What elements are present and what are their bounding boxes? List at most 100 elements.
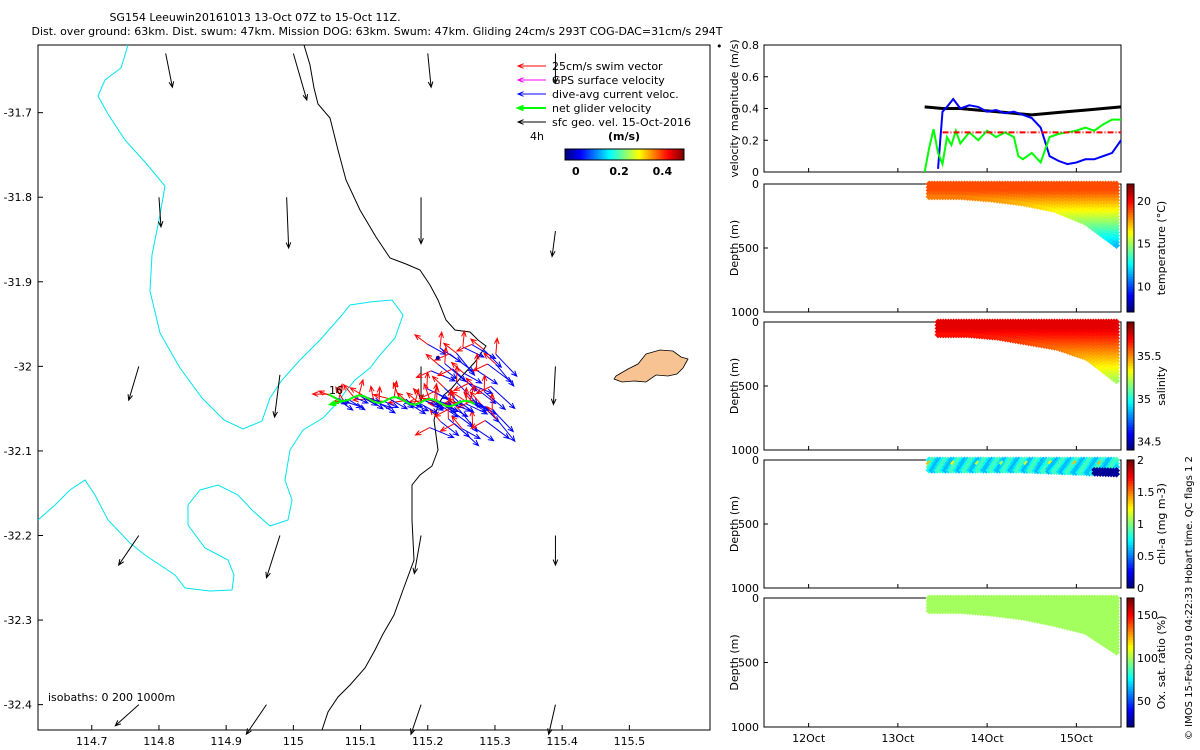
profile-colorbar-segment bbox=[1127, 388, 1134, 392]
geo-velocity-vector bbox=[157, 197, 164, 229]
profile-colorbar-segment bbox=[1127, 524, 1134, 528]
profile-colorbar-segment bbox=[1127, 360, 1134, 364]
profile-colorbar-segment bbox=[1127, 352, 1134, 356]
profile-colorbar-segment bbox=[1127, 414, 1134, 418]
profile-colorbar-tick-label: 1.5 bbox=[1137, 486, 1155, 499]
profile-colorbar-segment bbox=[1127, 276, 1134, 280]
dac-current-vector bbox=[463, 372, 483, 384]
colorbar-segment bbox=[632, 149, 635, 160]
profile-colorbar-segment bbox=[1127, 301, 1134, 305]
profile-colorbar-segment bbox=[1127, 396, 1134, 400]
swim-vector bbox=[425, 353, 439, 366]
profile-colorbar-segment bbox=[1127, 370, 1134, 374]
colorbar-segment bbox=[572, 149, 576, 160]
profile-colorbar-segment bbox=[1127, 345, 1134, 349]
profile-colorbar-segment bbox=[1127, 398, 1134, 402]
depth-tick-label: 500 bbox=[738, 518, 759, 531]
profile-colorbar-segment bbox=[1127, 299, 1134, 303]
profile-colorbar-segment bbox=[1127, 665, 1134, 669]
profile-colorbar-segment bbox=[1127, 444, 1134, 448]
profile-colorbar-segment bbox=[1127, 549, 1134, 553]
profile-colorbar-segment bbox=[1127, 488, 1134, 492]
time-tick-label: 13Oct bbox=[881, 732, 915, 745]
profile-colorbar-segment bbox=[1127, 227, 1134, 231]
depth-tick-label: 0 bbox=[752, 178, 759, 191]
profile-colorbar-segment bbox=[1127, 296, 1134, 300]
profile-colorbar-segment bbox=[1127, 677, 1134, 682]
depth-axis-label: Depth (m) bbox=[728, 634, 741, 690]
colorbar-segment bbox=[580, 149, 584, 160]
imos-watermark: © IMOS 15-Feb-2019 04:22:33 Hobart time.… bbox=[1184, 456, 1195, 740]
profile-colorbar-tick-label: 2 bbox=[1137, 454, 1144, 467]
time-scale-label: 4h bbox=[530, 130, 544, 143]
swim-vector bbox=[342, 383, 355, 398]
map-colorbar: 0 0.2 0.4 bbox=[564, 148, 685, 178]
swim-vector bbox=[406, 392, 420, 404]
profile-colorbar-segment bbox=[1127, 350, 1134, 354]
gps-marker bbox=[435, 355, 440, 360]
profile-colorbar-segment bbox=[1127, 716, 1134, 720]
legend-label: GPS surface velocity bbox=[552, 74, 665, 87]
profile-colorbar-segment bbox=[1127, 207, 1134, 211]
geo-velocity-vector bbox=[165, 53, 175, 89]
map-x-tick-label: 114.9 bbox=[210, 735, 242, 748]
profile-colorbar-segment bbox=[1127, 339, 1134, 343]
map-x-tick-label: 115.5 bbox=[614, 735, 646, 748]
swim-vector bbox=[452, 382, 469, 392]
profile-colorbar-segment bbox=[1127, 698, 1134, 702]
profile-colorbar-segment bbox=[1127, 237, 1134, 241]
map-x-tick-label: 115.1 bbox=[345, 735, 377, 748]
velocity-y-tick-label: 0.2 bbox=[742, 134, 760, 147]
geo-velocity-vector bbox=[418, 197, 424, 246]
colorbar-segment bbox=[588, 149, 592, 160]
map-y-tick-label: -32 bbox=[14, 360, 32, 373]
swim-vector bbox=[481, 374, 488, 392]
profile-colorbar-segment bbox=[1127, 634, 1134, 638]
map-y-tick-label: -31.8 bbox=[4, 191, 32, 204]
profile-colorbar-segment bbox=[1127, 465, 1134, 469]
colorbar-segment bbox=[672, 149, 675, 160]
dac-current-vector bbox=[440, 421, 460, 437]
colorbar-segment bbox=[662, 149, 665, 160]
depth-tick-label: 1000 bbox=[731, 582, 759, 595]
profile-colorbar-label: chl-a (mg m-3) bbox=[1155, 483, 1168, 565]
profile-colorbar-segment bbox=[1127, 288, 1134, 293]
geo-velocity-vector bbox=[117, 535, 140, 567]
profile-colorbar-segment bbox=[1127, 306, 1134, 310]
geo-velocity-vector bbox=[114, 704, 140, 727]
profile-colorbar-segment bbox=[1127, 649, 1134, 653]
dac-current-vector bbox=[414, 404, 430, 412]
colorbar-segment bbox=[624, 149, 627, 160]
profile-colorbar-segment bbox=[1127, 386, 1134, 390]
profile-colorbar-segment bbox=[1127, 409, 1134, 413]
profile-colorbar-segment bbox=[1127, 191, 1134, 195]
profile-colorbar-segment bbox=[1127, 554, 1134, 558]
colorbar-segment bbox=[674, 149, 677, 160]
legend-arrow bbox=[515, 104, 546, 112]
colorbar-segment bbox=[612, 149, 616, 160]
profile-colorbar-segment bbox=[1127, 572, 1134, 576]
geo-velocity-vector bbox=[292, 53, 309, 102]
profile-colorbar-segment bbox=[1127, 283, 1134, 287]
profile-colorbar-segment bbox=[1127, 562, 1134, 566]
profile-colorbar-segment bbox=[1127, 541, 1134, 545]
profile-colorbar-segment bbox=[1127, 189, 1134, 193]
dac-current-vector bbox=[388, 398, 409, 410]
profile-colorbar-segment bbox=[1127, 365, 1134, 369]
map-y-tick-label: -32.4 bbox=[4, 699, 32, 712]
profile-colorbar-segment bbox=[1127, 628, 1134, 633]
dac-current-vector bbox=[496, 418, 516, 443]
profile-colorbar-segment bbox=[1127, 613, 1134, 617]
profile-colorbar-segment bbox=[1127, 416, 1134, 420]
profile-colorbar-segment bbox=[1127, 265, 1134, 269]
profile-colorbar-segment bbox=[1127, 685, 1134, 689]
colorbar-segment bbox=[626, 149, 629, 160]
profile-colorbar-segment bbox=[1127, 470, 1134, 474]
colorbar-segment bbox=[566, 149, 570, 160]
profile-colorbar-segment bbox=[1127, 467, 1134, 471]
profile-colorbar-segment bbox=[1127, 291, 1134, 295]
dac-current-vector bbox=[491, 409, 515, 433]
velocity-y-tick-label: 0 bbox=[752, 166, 759, 179]
profile-colorbar-segment bbox=[1127, 429, 1134, 433]
profile-colorbar-segment bbox=[1127, 362, 1134, 367]
